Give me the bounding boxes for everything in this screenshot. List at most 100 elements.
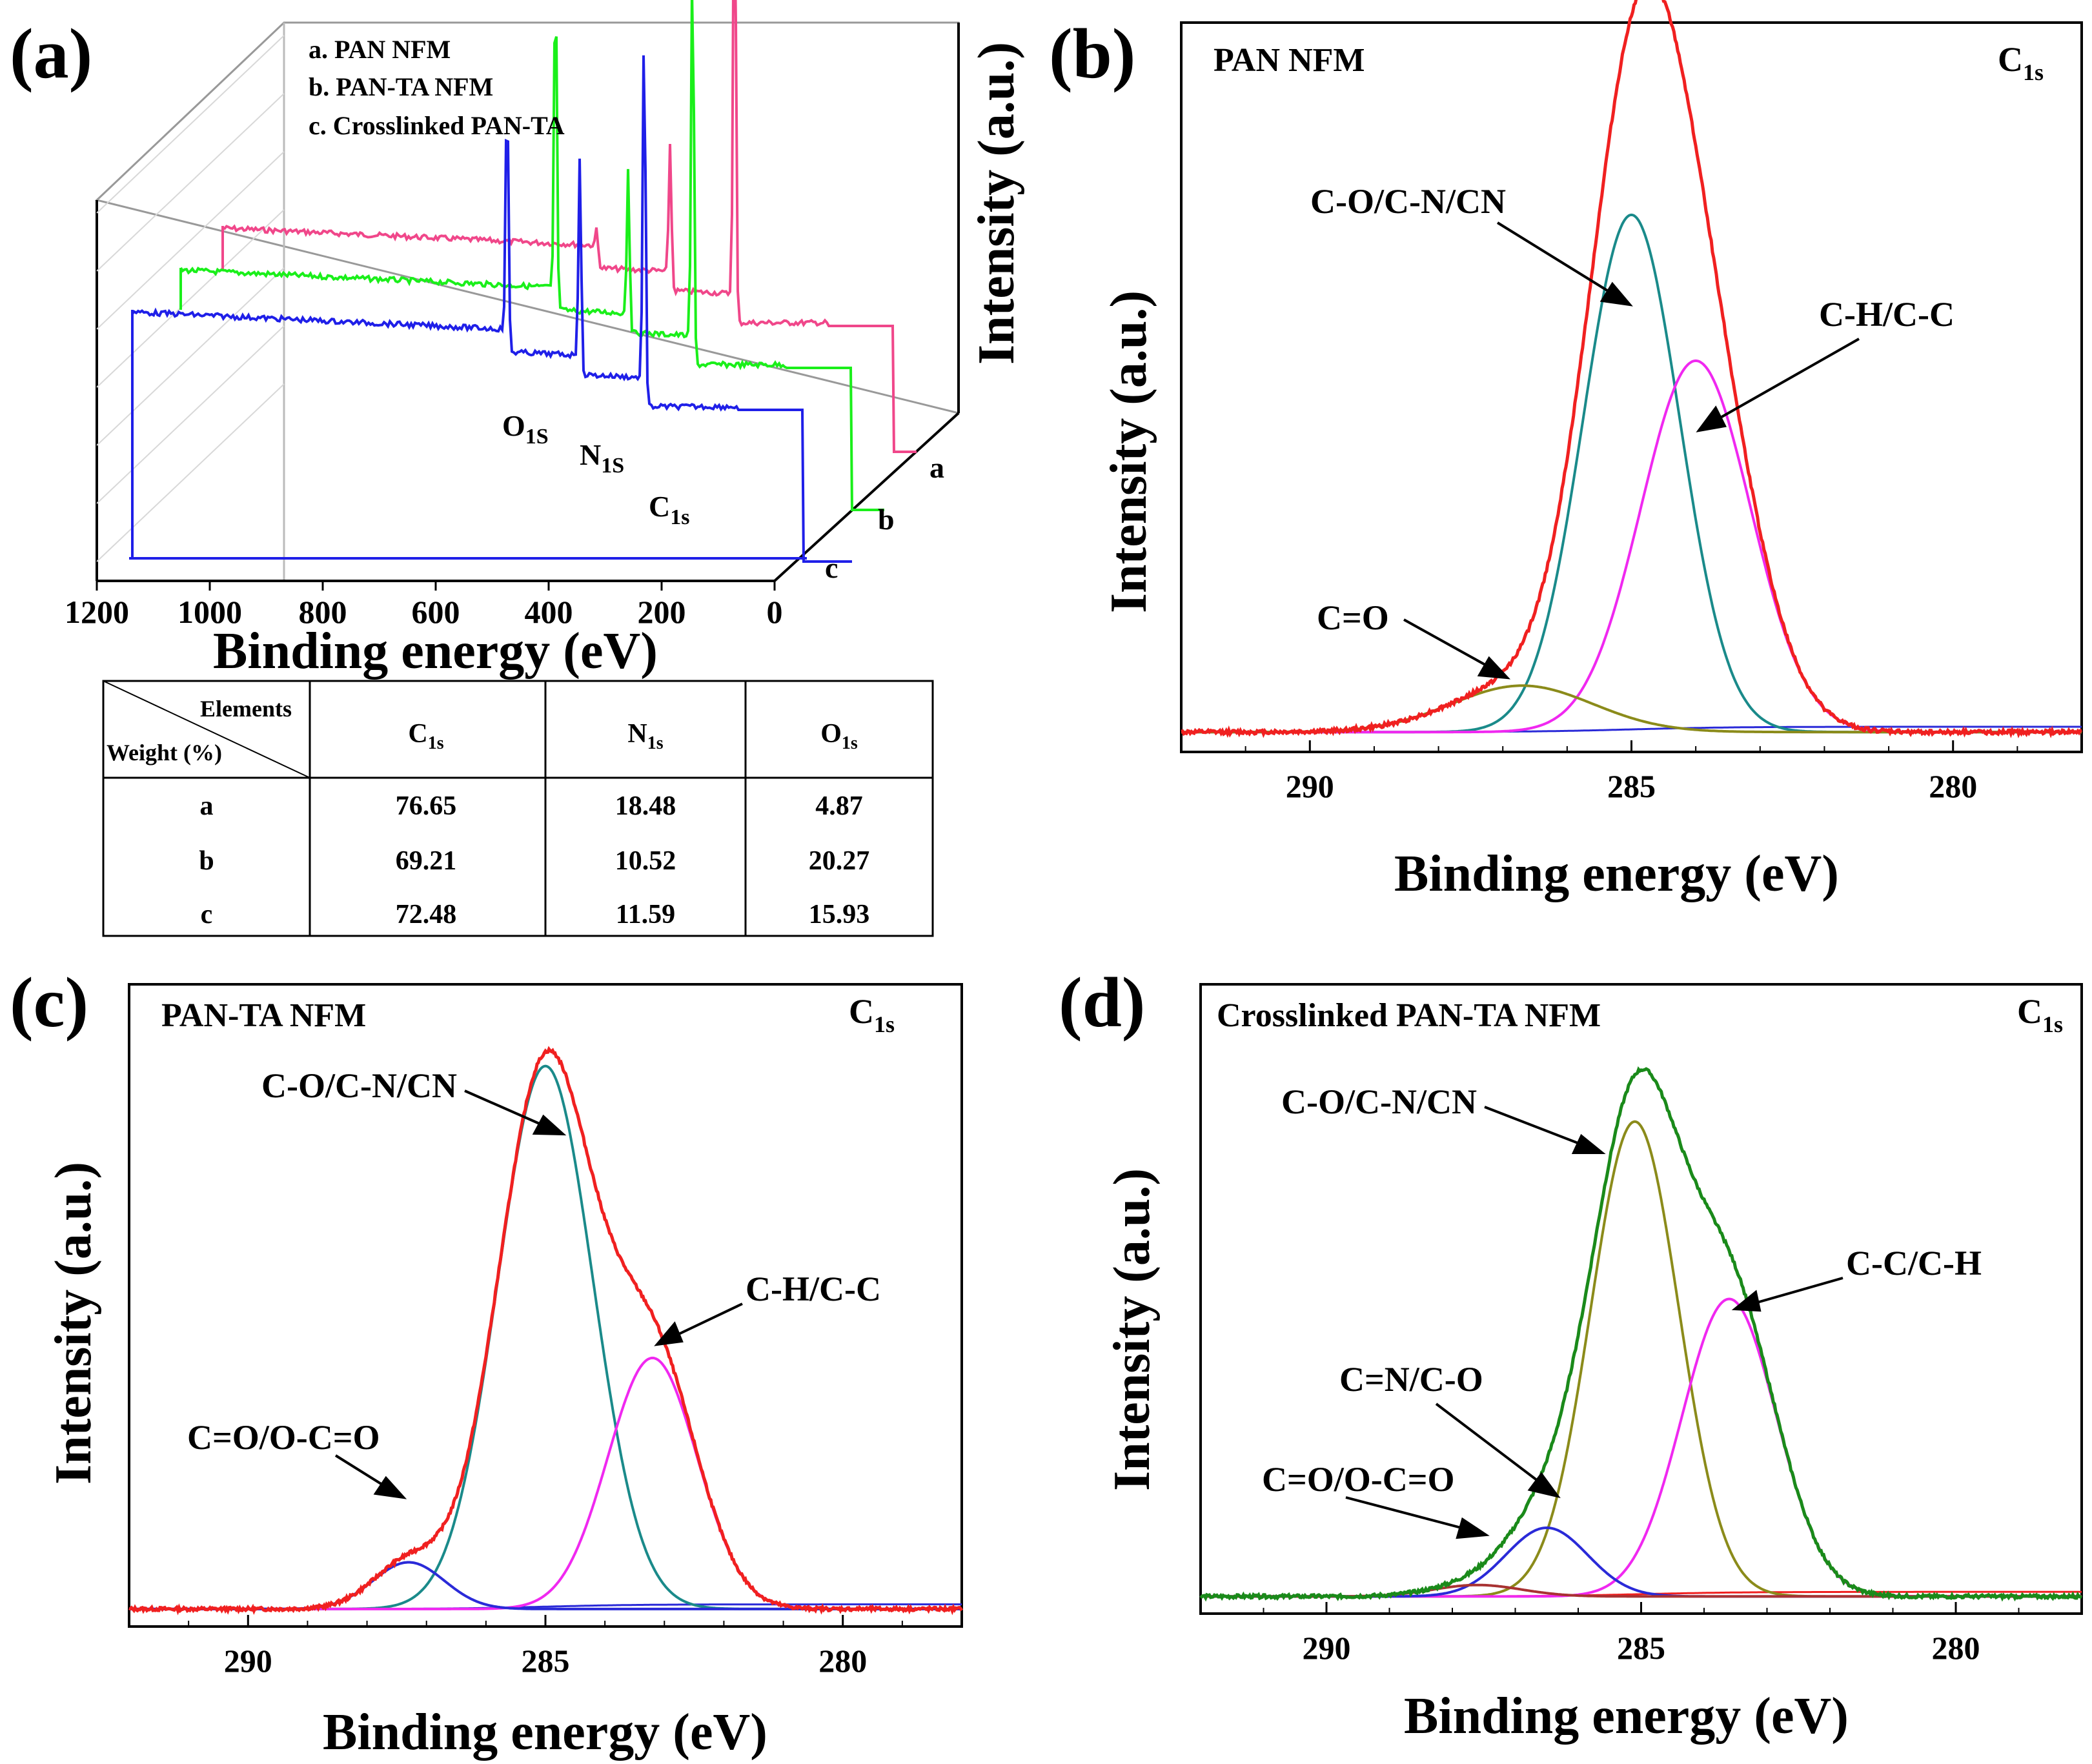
panel-b-y-axis-title: Intensity (a.u.)	[1101, 290, 1157, 613]
panel-d-ann-cn-co: C=N/C-O	[1339, 1360, 1483, 1399]
composition-table: Elements Weight (%) C1s N1s O1s a 76.65 …	[102, 680, 934, 937]
panel-c-y-axis-title: Intensity (a.u.)	[45, 1162, 102, 1485]
panel-b-arrow-co-cn	[1496, 221, 1614, 295]
peak-label-o1s: O1S	[502, 409, 549, 449]
panel-a-label: (a)	[10, 14, 92, 93]
panel-d-title: Crosslinked PAN-TA NFM	[1217, 997, 1601, 1034]
panel-d-arrow-cn-co	[1435, 1403, 1544, 1486]
component-c-h-c-c	[129, 1356, 962, 1610]
panel-b-ann-co: C=O	[1317, 598, 1389, 637]
table-row-c-label: c	[201, 900, 213, 929]
panel-b-ann-co-cn: C-O/C-N/CN	[1310, 182, 1506, 221]
panel-d-arrows	[1345, 1106, 1843, 1539]
table-row-a-label: a	[200, 791, 214, 821]
series-label-b: b	[878, 503, 895, 536]
panel-c-arrows	[334, 1090, 743, 1499]
x-tick-label: 280	[1932, 1630, 1980, 1666]
x-tick-label: 285	[522, 1643, 570, 1679]
panel-a-wall-gridline	[96, 383, 285, 562]
table-corner-top: Elements	[200, 696, 292, 722]
panel-d-core-level: C1s	[2017, 992, 2063, 1037]
component-c-o-o-c-o	[129, 1561, 962, 1610]
panel-a-wall-gridline	[96, 209, 285, 388]
x-tick-label: 290	[224, 1643, 272, 1679]
panel-d-arrowhead-co-cn	[1571, 1133, 1606, 1154]
panel-a-x-tick-label: 1200	[65, 594, 129, 630]
panel-a-depth-axis	[773, 412, 960, 582]
panel-a-y-axis-title: Intensity (a.u.)	[968, 42, 1025, 365]
panel-d-arrow-co-cn	[1484, 1106, 1585, 1147]
plot-frame	[1199, 983, 2083, 1615]
panel-a-x-ticks: 1200 1000 800 600 400 200 0	[65, 581, 783, 630]
panel-d-ann-cc-ch: C-C/C-H	[1846, 1244, 1982, 1282]
table-row-c-o: 15.93	[809, 900, 870, 929]
component-c-o	[1181, 684, 2082, 734]
x-tick-label: 280	[1929, 768, 1977, 804]
legend-entry-c: c. Crosslinked PAN-TA	[309, 111, 565, 140]
peak-label-c1s: C1s	[649, 490, 689, 529]
table-corner-bottom: Weight (%)	[107, 740, 222, 765]
panel-c-arrowhead-ch-cc	[654, 1321, 684, 1346]
panel-c-plot: 290 285 280	[128, 983, 964, 1679]
panel-a-series	[129, 0, 917, 563]
panel-c-arrowhead-co-cn	[532, 1114, 567, 1136]
panel-d-arrow-cc-ch	[1752, 1277, 1843, 1305]
panel-c-arrow-co-cn	[464, 1090, 546, 1128]
panel-b-ann-ch-cc: C-H/C-C	[1819, 295, 1955, 334]
table-row-a-o: 4.87	[815, 791, 863, 821]
panel-b-label: (b)	[1049, 14, 1135, 93]
x-tick-label: 285	[1607, 768, 1656, 804]
component-c-o-c-n-cn	[1181, 213, 2082, 734]
component-c-o-c-n-cn	[1201, 1120, 2082, 1598]
panel-a-x-tick-label: 400	[525, 594, 573, 630]
panel-c-arrowhead-co-oco	[373, 1475, 407, 1499]
panel-b-arrows	[1403, 221, 1860, 680]
panel-a-wall-gridline	[96, 35, 285, 214]
panel-a-series-a	[222, 0, 917, 453]
panel-b-arrowhead-co-cn	[1599, 281, 1633, 307]
panel-a-3d-frame	[94, 21, 960, 582]
panel-d-y-axis-title: Intensity (a.u.)	[1104, 1168, 1161, 1491]
envelope-line	[128, 1046, 964, 1616]
panel-d-plot: 290 285 280	[1199, 983, 2083, 1666]
table-row-b-label: b	[199, 846, 214, 876]
legend-entry-b: b. PAN-TA NFM	[309, 72, 493, 101]
x-tick-label: 280	[818, 1643, 867, 1679]
x-tick-label: 290	[1286, 768, 1334, 804]
envelope-line	[1199, 1066, 2082, 1602]
panel-a-x-tick-label: 800	[299, 594, 347, 630]
panel-b: (b) 290 285 280 PAN NFM C1s Binding energy…	[1049, 0, 2083, 902]
component-c-c-c-h	[1201, 1297, 2082, 1598]
panel-a-wall-gridline	[96, 267, 285, 446]
series-label-c: c	[825, 551, 838, 584]
panel-a-x-tick-label: 600	[412, 594, 460, 630]
panel-d-x-axis-title: Binding energy (eV)	[1404, 1688, 1849, 1745]
panel-a-x-tick-label: 200	[638, 594, 686, 630]
table-row-b-c: 69.21	[396, 846, 457, 876]
panel-b-plot: 290 285 280	[1180, 0, 2083, 804]
peak-label-n1s: N1S	[580, 438, 624, 478]
series-label-a: a	[929, 451, 944, 484]
panel-b-core-level: C1s	[1998, 40, 2044, 85]
panel-d-ann-co-cn: C-O/C-N/CN	[1281, 1082, 1477, 1121]
panel-c-title: PAN-TA NFM	[161, 997, 366, 1034]
legend-entry-a: a. PAN NFM	[309, 35, 451, 64]
envelope-line	[1181, 0, 2082, 738]
panel-c-arrow-ch-cc	[674, 1303, 743, 1337]
component-c-o-c-n-cn	[129, 1064, 962, 1610]
panel-c-ann-ch-cc: C-H/C-C	[746, 1270, 881, 1308]
x-tick-label: 285	[1617, 1630, 1665, 1666]
panel-a-x-tick-label: 0	[767, 594, 783, 630]
panel-c: (c) 290 285 280 PAN-TA NFM C1s Binding ene…	[10, 963, 964, 1761]
panel-b-arrow-co	[1403, 618, 1492, 669]
panel-d-arrowhead-cc-ch	[1731, 1290, 1762, 1312]
x-tick-label: 290	[1303, 1630, 1351, 1666]
panel-a-x-tick-label: 1000	[178, 594, 242, 630]
panel-c-core-level: C1s	[849, 992, 895, 1037]
panel-d-label: (d)	[1059, 963, 1145, 1042]
panel-d-arrowhead-co-oco	[1456, 1517, 1490, 1539]
table-row-c-n: 11.59	[616, 900, 675, 929]
panel-a-x-axis-title: Binding energy (eV)	[213, 623, 658, 680]
table-row-b-n: 10.52	[615, 846, 676, 876]
